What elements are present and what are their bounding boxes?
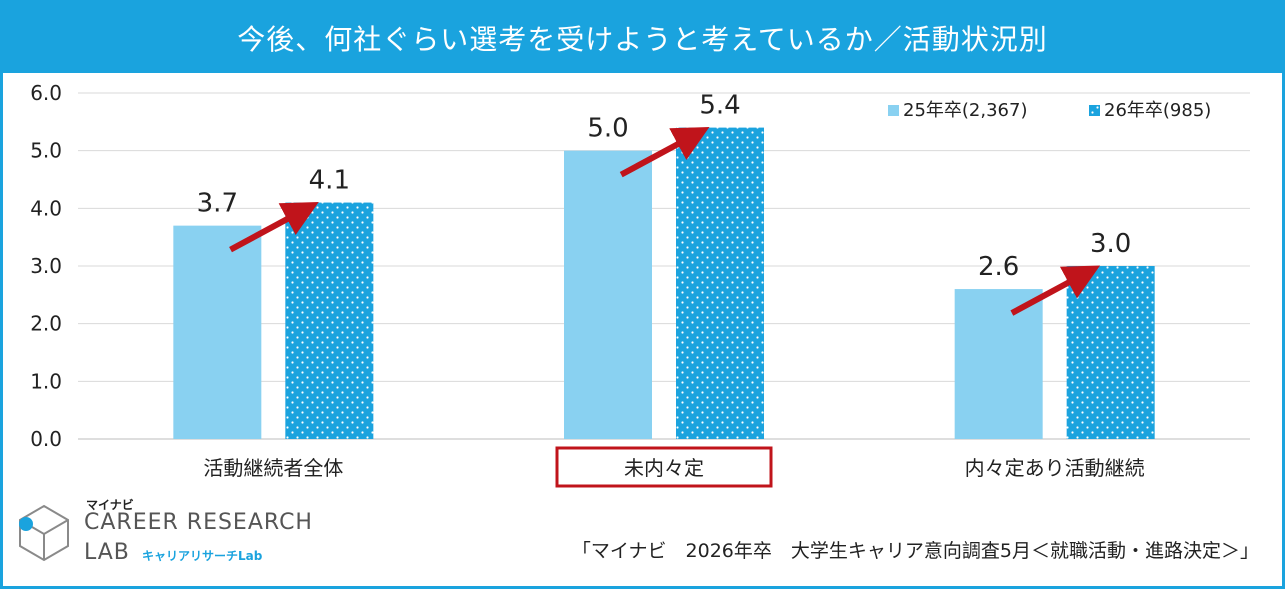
data-label: 3.7 — [197, 189, 238, 219]
cube-logo-icon — [19, 504, 69, 562]
y-tick-label: 5.0 — [30, 139, 62, 163]
y-tick-label: 0.0 — [30, 427, 62, 451]
category-label: 未内々定 — [624, 456, 704, 480]
legend-label: 25年卒(2,367) — [903, 100, 1027, 121]
y-tick-label: 1.0 — [30, 369, 62, 393]
bar — [173, 225, 262, 439]
legend-swatch — [888, 105, 899, 116]
bar — [676, 127, 764, 439]
bar — [1066, 266, 1155, 439]
data-label: 5.4 — [699, 91, 740, 121]
y-tick-label: 4.0 — [30, 196, 62, 220]
category-label: 内々定あり活動継続 — [965, 456, 1145, 480]
data-label: 4.1 — [309, 166, 350, 196]
logo-subtitle: キャリアリサーチLab — [142, 549, 263, 563]
data-label: 5.0 — [587, 114, 628, 144]
trend-arrow — [1010, 265, 1101, 316]
legend-swatch — [1089, 105, 1100, 116]
bar — [285, 202, 374, 439]
chart-title: 今後、何社ぐらい選考を受けようと考えているか／活動状況別 — [3, 3, 1282, 73]
logo-brand: マイナビ — [86, 498, 134, 512]
legend-label: 26年卒(985) — [1104, 100, 1211, 121]
trend-arrow — [229, 202, 319, 253]
y-tick-label: 2.0 — [30, 312, 62, 336]
highlight-box — [555, 446, 773, 488]
y-tick-label: 3.0 — [30, 254, 62, 278]
source-note: 「マイナビ 2026年卒 大学生キャリア意向調査5月＜就職活動・進路決定＞」 — [571, 540, 1259, 562]
y-tick-label: 6.0 — [30, 81, 62, 105]
bar — [954, 289, 1043, 439]
bar — [564, 150, 652, 439]
logo-text-line1: CAREER RESEARCH — [84, 510, 313, 535]
trend-arrow — [619, 127, 710, 178]
logo-text-line2: LAB — [84, 540, 130, 565]
data-label: 2.6 — [978, 252, 1019, 282]
career-research-lab-logo: マイナビ CAREER RESEARCH LAB キャリアリサーチLab — [16, 496, 316, 574]
category-label: 活動継続者全体 — [203, 456, 343, 480]
data-label: 3.0 — [1090, 229, 1131, 259]
